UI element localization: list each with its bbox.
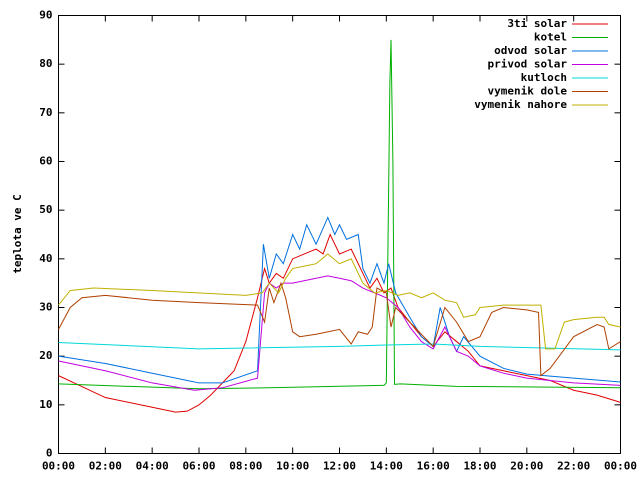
y-axis-label: teplota ve C <box>11 194 24 273</box>
x-tick-label: 00:00 <box>604 460 637 473</box>
y-tick-label: 50 <box>39 203 52 216</box>
y-tick-label: 20 <box>39 349 52 362</box>
y-tick-label: 80 <box>39 57 52 70</box>
x-tick-label: 02:00 <box>89 460 122 473</box>
legend-label: vymenik nahore <box>474 98 567 111</box>
x-tick-label: 00:00 <box>42 460 75 473</box>
series-line <box>58 253 621 350</box>
x-tick-label: 14:00 <box>370 460 403 473</box>
y-tick-label: 30 <box>39 301 52 314</box>
x-tick-label: 06:00 <box>182 460 215 473</box>
series-line <box>58 39 621 390</box>
legend-label: privod solar <box>488 58 568 71</box>
y-tick-label: 10 <box>39 398 52 411</box>
x-tick-label: 20:00 <box>510 460 543 473</box>
x-tick-label: 16:00 <box>417 460 450 473</box>
y-tick-label: 0 <box>46 447 53 460</box>
y-tick-label: 60 <box>39 155 52 168</box>
series-line <box>58 275 621 391</box>
legend-label: kotel <box>534 31 567 44</box>
legend-label: odvod solar <box>494 44 567 57</box>
y-tick-label: 40 <box>39 252 52 265</box>
legend-label: vymenik dole <box>488 85 568 98</box>
y-tick-label: 90 <box>39 9 52 22</box>
y-tick-label: 70 <box>39 106 52 119</box>
x-tick-label: 12:00 <box>323 460 356 473</box>
x-tick-label: 10:00 <box>276 460 309 473</box>
x-tick-label: 08:00 <box>229 460 262 473</box>
series-line <box>58 281 621 377</box>
x-tick-label: 22:00 <box>557 460 590 473</box>
x-tick-label: 04:00 <box>136 460 169 473</box>
series-line <box>58 342 621 351</box>
legend-label: 3ti solar <box>507 17 567 30</box>
legend-label: kutloch <box>521 71 567 84</box>
x-tick-label: 18:00 <box>463 460 496 473</box>
